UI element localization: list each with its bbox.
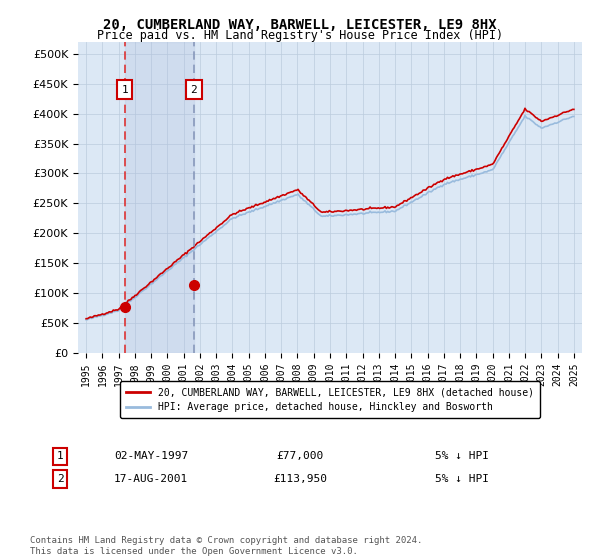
Text: Contains HM Land Registry data © Crown copyright and database right 2024.
This d: Contains HM Land Registry data © Crown c… [30, 536, 422, 556]
Text: 1: 1 [121, 85, 128, 95]
Text: 02-MAY-1997: 02-MAY-1997 [114, 451, 188, 461]
Text: 20, CUMBERLAND WAY, BARWELL, LEICESTER, LE9 8HX: 20, CUMBERLAND WAY, BARWELL, LEICESTER, … [103, 18, 497, 32]
Text: 2: 2 [191, 85, 197, 95]
Bar [125, 42, 194, 353]
Text: 2: 2 [56, 474, 64, 484]
Text: Price paid vs. HM Land Registry's House Price Index (HPI): Price paid vs. HM Land Registry's House … [97, 29, 503, 42]
Text: £113,950: £113,950 [273, 474, 327, 484]
Text: 5% ↓ HPI: 5% ↓ HPI [435, 451, 489, 461]
Text: 17-AUG-2001: 17-AUG-2001 [114, 474, 188, 484]
Legend: 20, CUMBERLAND WAY, BARWELL, LEICESTER, LE9 8HX (detached house), HPI: Average p: 20, CUMBERLAND WAY, BARWELL, LEICESTER, … [120, 381, 540, 418]
Text: 5% ↓ HPI: 5% ↓ HPI [435, 474, 489, 484]
Text: 1: 1 [56, 451, 64, 461]
Text: £77,000: £77,000 [277, 451, 323, 461]
